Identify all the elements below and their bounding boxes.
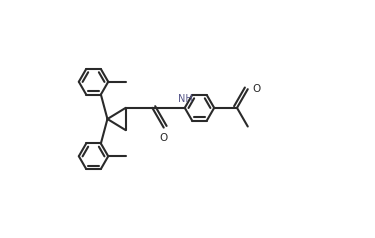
Text: O: O (160, 133, 168, 143)
Text: NH: NH (178, 94, 193, 104)
Text: O: O (252, 84, 261, 94)
